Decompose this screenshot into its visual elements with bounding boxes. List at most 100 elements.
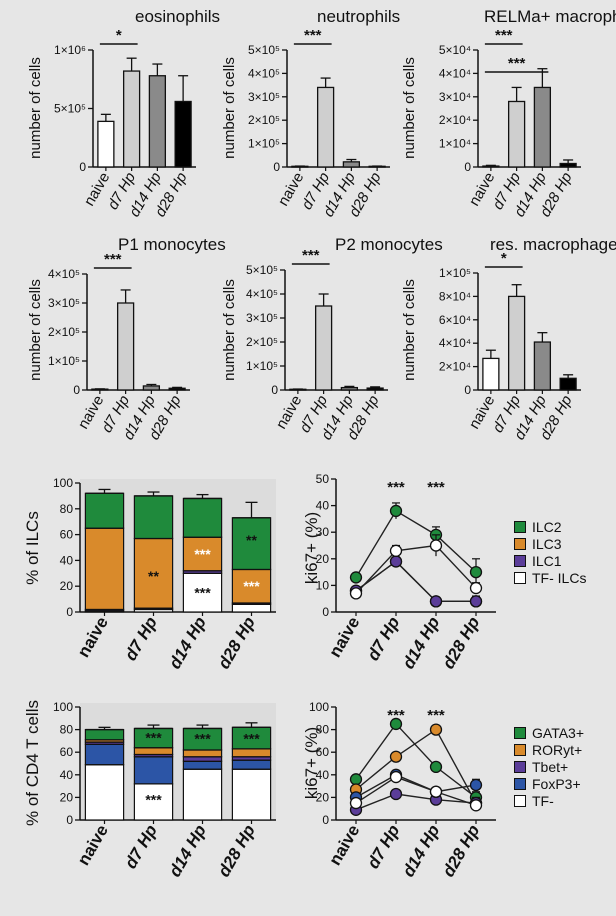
cd4_ki67-line-tf-	[355, 776, 477, 806]
cd4_stack-sig-label: ***	[243, 731, 260, 747]
ilc_stack-x-label: naive	[74, 614, 112, 661]
cd4_ki67-sig-label: ***	[427, 707, 445, 724]
ilc-legend-swatch	[514, 520, 526, 533]
ilc_ki67-point-ilc2	[349, 571, 363, 584]
neu-tick-label: 4×10⁵	[248, 66, 280, 80]
eos-bar-2	[148, 75, 167, 168]
relm-title: RELMa+ macrophages	[484, 7, 616, 26]
ilc-legend-item: ILC2	[514, 518, 586, 535]
p1-chart: P1 monocytes number of cells 0 1×10⁵ 2×10⁵ 3×…	[27, 235, 226, 443]
cd4-legend-swatch	[514, 777, 526, 790]
ilc_stack-segment-ilc2	[84, 492, 125, 529]
ilc_stack-tick-label: 0	[66, 605, 73, 619]
cd4_ki67-tick-label: 80	[316, 723, 330, 737]
relm-sig-label: ***	[495, 27, 513, 44]
cd4-legend-label: TF-	[532, 792, 554, 809]
res-tick-label: 0	[464, 383, 471, 397]
cd4-legend-label: GATA3+	[532, 724, 585, 741]
eos-bar-0	[97, 120, 115, 168]
cd4_ki67-point-tf-	[389, 770, 403, 784]
p1-tick-label: 0	[73, 383, 80, 397]
ilc_ki67-y-title: ki67+ (%)	[302, 512, 321, 584]
cd4-legend-swatch	[514, 760, 526, 773]
ilc_ki67-point-tf-ilcs	[389, 544, 403, 557]
ilc_ki67-point-tf-ilcs	[349, 587, 363, 600]
res-sig-label: *	[501, 250, 507, 267]
cd4_ki67-tick-label: 20	[316, 790, 330, 804]
cd4_stack-segment-foxp3-	[231, 759, 272, 770]
neu-sig-label: ***	[304, 27, 322, 44]
eos-tick-label: 5×10⁵	[54, 102, 86, 116]
ilc_ki67-point-ilc2	[469, 565, 483, 579]
cd4_stack-tick-label: 40	[60, 768, 74, 782]
eos-bar-3	[174, 100, 192, 168]
p1-bar-1	[116, 302, 135, 391]
p2-y-title: number of cells	[221, 279, 238, 381]
eos-tick-label: 0	[79, 160, 86, 174]
cd4_stack-x-label: d28 Hp	[214, 822, 259, 881]
neu-title: neutrophils	[317, 7, 400, 26]
relm-tick-label: 0	[464, 160, 471, 174]
ilc-legend-swatch	[514, 571, 526, 584]
ilc-legend-label: TF- ILCs	[532, 569, 587, 586]
cd4_stack-segment-foxp3-	[182, 760, 223, 770]
relm-tick-label: 1×10⁴	[439, 137, 471, 151]
relm-bar-1	[507, 100, 526, 168]
cd4_ki67-chart: ki67+ (%)0 20 40 60 80 100 *** *** naive d7 Hpd14…	[302, 700, 496, 880]
cd4_stack-tick-label: 80	[60, 723, 74, 737]
cd4_ki67-point-tf-	[429, 785, 443, 798]
cd4_stack-segment-roryt-	[231, 748, 272, 758]
relm-tick-label: 2×10⁴	[439, 113, 471, 127]
cd4-legend-item: GATA3+	[514, 724, 584, 741]
ilc_ki67-point-ilc2	[389, 504, 403, 518]
eos-tick-label: 1×10⁶	[54, 43, 86, 57]
cd4-legend-swatch	[514, 743, 526, 756]
ilc_stack-segment-ilc2	[133, 495, 174, 540]
ilc_ki67-point-ilc1	[469, 595, 483, 608]
res-chart: res. macrophages number of cells 0 2×10⁴ 4×1…	[401, 235, 616, 443]
cd4_stack-tick-label: 20	[60, 790, 74, 804]
ilc_ki67-tick-label: 50	[316, 472, 330, 486]
ilc_ki67-line-tf-ilcs	[355, 544, 477, 594]
p1-bar-2	[142, 385, 161, 391]
cd4-legend-swatch	[514, 726, 526, 739]
relm-chart: RELMa+ macrophages number of cells 0 1×10⁴ 2…	[401, 7, 616, 220]
ilc_stack-sig-label: **	[246, 532, 257, 548]
ilc_stack-segment-ilc3	[231, 568, 272, 604]
cd4_stack-segment-gata3-	[84, 728, 125, 741]
cd4-legend-item: Tbet+	[514, 758, 584, 775]
cd4_stack-sig-label: ***	[145, 730, 162, 746]
res-bar-0	[482, 357, 500, 391]
neu-tick-label: 3×10⁵	[248, 90, 280, 104]
res-tick-label: 2×10⁴	[439, 360, 471, 374]
p2-bar-0	[289, 388, 307, 391]
ilc_stack-tick-label: 60	[60, 528, 74, 542]
ilc_stack-sig-label: ***	[243, 578, 260, 594]
ilc_stack-segment-tf-ilcs	[231, 603, 272, 613]
cd4-legend-label: FoxP3+	[532, 775, 581, 792]
eos-bar-1	[122, 70, 141, 168]
cd4_stack-segment-foxp3-	[133, 756, 174, 785]
p1-bar-0	[91, 388, 109, 391]
ilc_stack-segment-ilc2	[182, 497, 223, 538]
res-tick-label: 6×10⁴	[439, 313, 471, 327]
ilc-legend-item: ILC3	[514, 535, 586, 552]
cd4_ki67-point-tf-	[469, 799, 483, 812]
relm-bar-2	[533, 86, 552, 168]
cd4_ki67-tick-label: 100	[309, 700, 329, 714]
cd4_ki67-x-label: d14 Hp	[399, 822, 444, 881]
ilc_ki67-sig-label: ***	[427, 479, 445, 496]
ilc_ki67-sig-label: ***	[387, 479, 405, 496]
p2-title: P2 monocytes	[335, 235, 443, 254]
cd4-legend-swatch	[514, 794, 526, 807]
cd4-legend: GATA3+ RORyt+ Tbet+ FoxP3+ TF-	[514, 724, 584, 809]
ilc_stack-y-title: % of ILCs	[23, 511, 42, 585]
cd4_ki67-point-tf-	[349, 796, 363, 810]
neu-y-title: number of cells	[221, 57, 238, 159]
cd4_ki67-point-gata3-	[349, 773, 363, 786]
ilc_stack-tick-label: 80	[60, 502, 74, 516]
p2-tick-label: 2×10⁵	[246, 335, 278, 349]
cd4_stack-segment-tf-	[84, 764, 125, 821]
